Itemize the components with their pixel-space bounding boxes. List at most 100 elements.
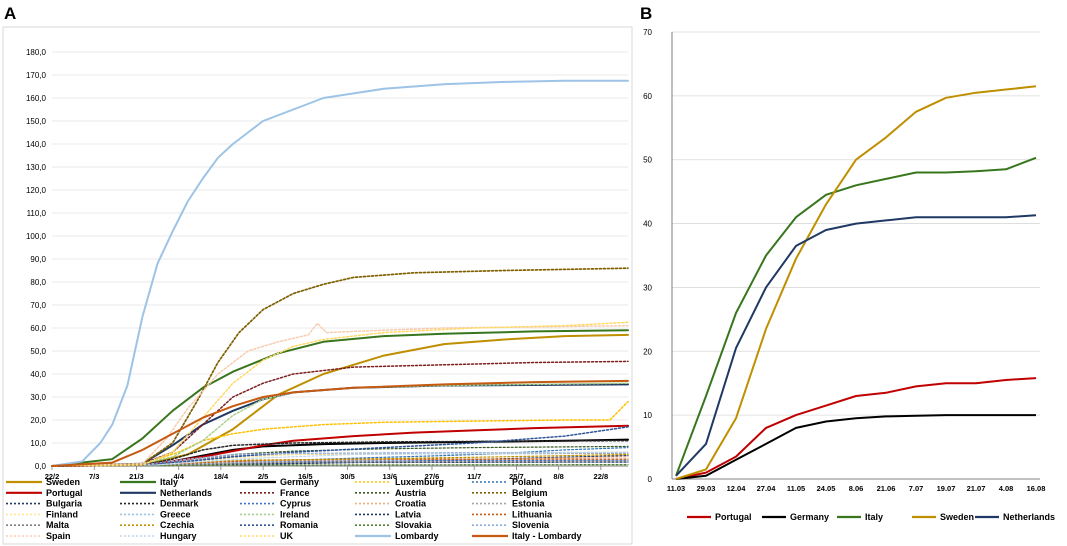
legend-item-portugal: Portugal	[687, 512, 752, 522]
x-tick-label: 29.03	[697, 484, 716, 493]
y-tick-label: 60,0	[30, 324, 46, 333]
panel-b-series	[675, 85, 1037, 480]
y-tick-label: 130,0	[26, 163, 47, 172]
y-tick-label: 70	[643, 28, 652, 37]
y-tick-label: 20	[643, 347, 652, 356]
x-tick-label: 21/3	[129, 472, 144, 481]
x-tick-label: 16.08	[1027, 484, 1046, 493]
x-tick-label: 22/2	[45, 472, 60, 481]
y-tick-label: 10,0	[30, 439, 46, 448]
x-tick-label: 2/5	[258, 472, 268, 481]
panel-a-gridlines	[52, 51, 628, 467]
panel-a-label: A	[4, 4, 16, 23]
series-line-belgium	[51, 267, 629, 467]
legend-item-luxemburg: Luxemburg	[355, 477, 444, 487]
legend-item-sweden: Sweden	[6, 477, 80, 487]
legend-label: Poland	[512, 477, 542, 487]
series-line-romania	[51, 426, 629, 467]
x-tick-label: 21.07	[967, 484, 986, 493]
y-tick-label: 160,0	[26, 94, 47, 103]
x-tick-label: 16/5	[298, 472, 313, 481]
legend-label: Finland	[46, 509, 78, 519]
legend-label: Greece	[160, 509, 191, 519]
legend-item-lithuania: Lithuania	[472, 509, 553, 519]
panel-b-label: B	[640, 4, 652, 23]
x-tick-label: 4.08	[999, 484, 1014, 493]
x-tick-label: 8.06	[849, 484, 864, 493]
panel-b-x-axis: 11.03 29.03 12.04 27.04 11.05 24.05 8.06 21.06 7…	[667, 478, 1046, 493]
panel-a-frame	[2, 26, 633, 545]
legend-label: France	[280, 488, 310, 498]
legend-item-germany: Germany	[240, 477, 319, 487]
legend-label: Spain	[46, 531, 71, 541]
series-line-italy	[51, 329, 629, 467]
legend-item-cyprus: Cyprus	[240, 499, 311, 509]
legend-label: Italy - Lombardy	[512, 531, 582, 541]
legend-item-greece: Greece	[120, 509, 191, 519]
legend-label: Lombardy	[395, 531, 439, 541]
legend-label: Portugal	[46, 488, 83, 498]
y-tick-label: 60	[643, 92, 652, 101]
x-tick-label: 18/4	[214, 472, 229, 481]
y-tick-label: 80,0	[30, 278, 46, 287]
legend-item-hungary: Hungary	[120, 531, 197, 541]
series-line-sweden	[51, 333, 629, 467]
legend-label: Denmark	[160, 499, 200, 509]
legend-label: Estonia	[512, 499, 546, 509]
legend-label: Austria	[395, 488, 427, 498]
series-line-germany	[675, 414, 1036, 480]
y-tick-label: 50,0	[30, 347, 46, 356]
x-tick-label: 12.04	[727, 484, 747, 493]
legend-label: Croatia	[395, 499, 427, 509]
legend-item-slovakia: Slovakia	[355, 520, 433, 530]
legend-label: Lithuania	[512, 509, 553, 519]
legend-item-latvia: Latvia	[355, 509, 422, 519]
y-tick-label: 40,0	[30, 370, 46, 379]
x-tick-label: 11.03	[667, 484, 685, 493]
legend-item-austria: Austria	[355, 488, 427, 498]
legend-item-italy: Italy	[120, 477, 178, 487]
series-line-luxemburg	[51, 400, 629, 467]
series-line-italy-lombardy	[51, 379, 629, 467]
legend-item-czechia: Czechia	[120, 520, 195, 530]
x-tick-label: 13/6	[382, 472, 397, 481]
legend-label: Cyprus	[280, 499, 311, 509]
series-line-portugal	[675, 377, 1037, 480]
legend-label: Belgium	[512, 488, 548, 498]
legend-label: Italy	[160, 477, 178, 487]
y-tick-label: 90,0	[30, 255, 46, 264]
legend-item-belgium: Belgium	[472, 488, 548, 498]
panel-b-legend: Portugal Germany Italy Sweden Netherlands	[687, 512, 1055, 522]
legend-item-uk: UK	[240, 531, 293, 541]
legend-label: Hungary	[160, 531, 197, 541]
legend-item-netherlands: Netherlands	[975, 512, 1055, 522]
series-line-lombardy	[51, 79, 629, 467]
series-line-sweden	[675, 85, 1037, 480]
legend-label: Netherlands	[160, 488, 212, 498]
legend-label: Slovakia	[395, 520, 433, 530]
panel-a-y-axis: 0,0 10,0 20,0 30,0 40,0 50,0 60,0 70,0 80,0 90,0 1…	[26, 48, 47, 471]
legend-item-spain: Spain	[6, 531, 71, 541]
legend-item-romania: Romania	[240, 520, 319, 530]
legend-item-sweden: Sweden	[912, 512, 974, 522]
legend-label: Slovenia	[512, 520, 550, 530]
legend-item-finland: Finland	[6, 509, 78, 519]
y-tick-label: 0,0	[35, 462, 47, 471]
x-tick-label: 8/8	[553, 472, 563, 481]
x-tick-label: 22/8	[594, 472, 609, 481]
legend-item-slovenia: Slovenia	[472, 520, 550, 530]
y-tick-label: 120,0	[26, 186, 47, 195]
legend-item-estonia: Estonia	[472, 499, 546, 509]
legend-item-portugal: Portugal	[6, 488, 83, 498]
legend-label: Germany	[280, 477, 319, 487]
x-tick-label: 11.05	[787, 484, 805, 493]
x-tick-label: 7.07	[909, 484, 924, 493]
y-tick-label: 140,0	[26, 140, 47, 149]
legend-label: Germany	[790, 512, 829, 522]
x-tick-label: 19.07	[937, 484, 956, 493]
x-tick-label: 30/5	[340, 472, 355, 481]
x-tick-label: 24.05	[817, 484, 836, 493]
legend-label: Portugal	[715, 512, 752, 522]
panel-b-gridlines	[672, 31, 1040, 480]
